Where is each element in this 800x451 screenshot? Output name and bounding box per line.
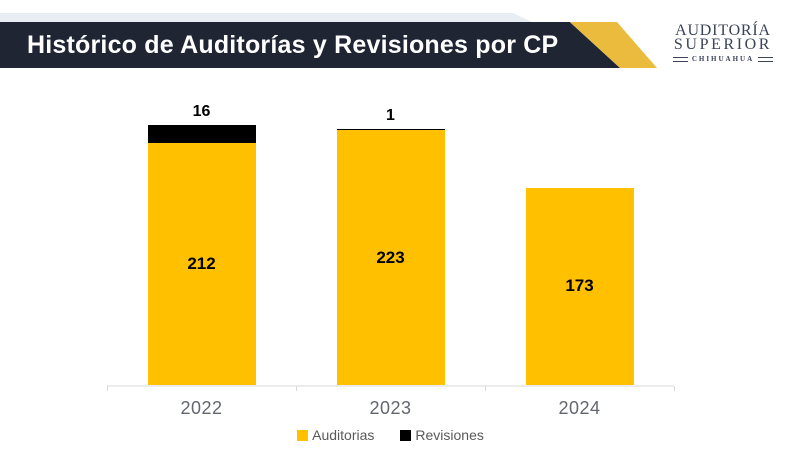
- logo-line-superior: SUPERIOR: [673, 36, 773, 53]
- revisiones-value-label-2022: 16: [192, 102, 211, 120]
- chart-legend: Auditorias Revisiones: [107, 427, 674, 443]
- logo-chihuahua-text: CHIHUAHUA: [691, 55, 755, 63]
- x-axis-tick-icon: [485, 386, 486, 391]
- logo-line-auditoria: AUDITORÍA: [675, 22, 771, 39]
- legend-label-auditorias: Auditorias: [312, 427, 375, 443]
- x-axis-labels: 2022 2023 2024: [107, 398, 674, 420]
- x-axis-label-2022: 2022: [180, 398, 223, 418]
- x-axis-label-2023: 2023: [369, 398, 412, 418]
- page-title: Histórico de Auditorías y Revisiones por…: [27, 31, 559, 59]
- logo-rule-left-icon: [672, 56, 688, 62]
- auditorias-value-label-2023: 223: [376, 247, 405, 267]
- auditorias-value-label-2022: 212: [187, 253, 216, 273]
- bar-2023: 1 223: [336, 107, 445, 385]
- auditorias-value-label-2024: 173: [565, 276, 594, 296]
- auditorias-swatch-icon: [297, 429, 309, 441]
- legend-label-revisiones: Revisiones: [415, 427, 484, 443]
- bar-2024: 173: [525, 187, 634, 385]
- legend-item-revisiones: Revisiones: [400, 427, 484, 443]
- auditorias-segment-2022: 212: [147, 142, 256, 385]
- x-axis-tick-icon: [296, 386, 297, 391]
- logo-rule-right-icon: [758, 56, 774, 62]
- legend-item-auditorias: Auditorias: [297, 427, 374, 443]
- revisiones-segment-2022: [147, 124, 256, 143]
- x-axis-line: [107, 385, 674, 387]
- auditoria-superior-logo: AUDITORÍA SUPERIOR CHIHUAHUA: [662, 23, 784, 63]
- auditorias-segment-2023: 223: [336, 130, 445, 385]
- x-axis-tick-icon: [107, 386, 108, 391]
- bar-chart-plot-area: 16 212 1 223 173: [107, 103, 674, 385]
- title-banner: Histórico de Auditorías y Revisiones por…: [0, 22, 620, 68]
- x-axis-label-2024: 2024: [558, 398, 601, 418]
- revisiones-segment-2023: [336, 128, 445, 131]
- logo-line-chihuahua: CHIHUAHUA: [662, 55, 784, 63]
- bar-2022: 16 212: [147, 103, 256, 385]
- x-axis-tick-icon: [674, 386, 675, 391]
- revisiones-value-label-2023: 1: [386, 106, 395, 124]
- header-accent-strip: [0, 13, 532, 22]
- auditorias-segment-2024: 173: [525, 187, 634, 385]
- revisiones-swatch-icon: [400, 429, 412, 441]
